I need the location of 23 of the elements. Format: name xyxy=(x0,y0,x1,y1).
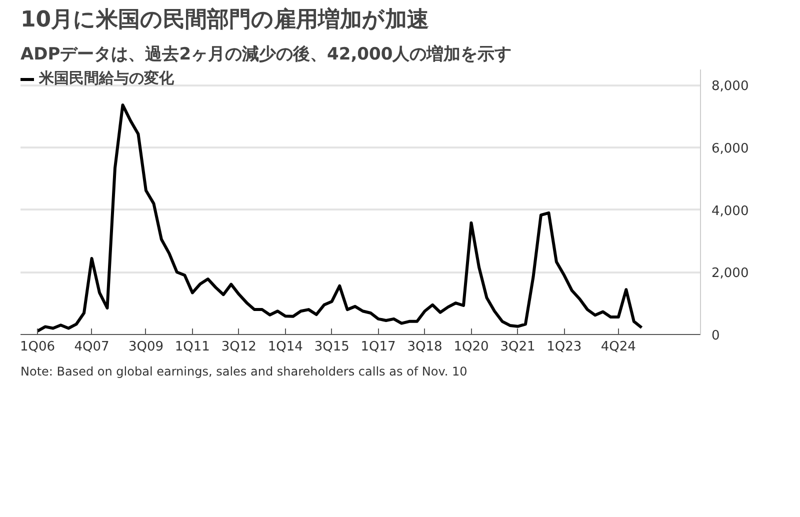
x-tick-label: 1Q17 xyxy=(360,340,396,354)
chart-title: 10月に米国の民間部門の雇用増加が加速 xyxy=(20,6,430,32)
y-tick-label: 0 xyxy=(712,328,720,344)
x-tick-label: 3Q12 xyxy=(221,340,256,354)
x-tick-label: 4Q07 xyxy=(74,340,110,354)
chart-subtitle: ADPデータは、過去2ヶ月の減少の後、42,000人の増加を示す xyxy=(20,44,512,64)
y-tick-label: 6,000 xyxy=(712,141,749,156)
x-tick-label: 3Q21 xyxy=(500,340,536,354)
y-tick-label: 2,000 xyxy=(712,266,749,282)
x-tick-label: 3Q18 xyxy=(407,340,442,354)
x-tick-label: 1Q23 xyxy=(546,340,582,354)
x-tick-label: 1Q06 xyxy=(20,340,56,354)
text: Note: Based on global earnings, sales and shareholders calls as of Nov. 10 xyxy=(20,364,468,378)
x-tick-label: 4Q24 xyxy=(600,340,636,354)
y-tick-label: 4,000 xyxy=(712,204,749,219)
x-tick-label: 1Q11 xyxy=(174,340,210,354)
y-tick-label: 8,000 xyxy=(712,79,749,94)
x-tick-label: 1Q14 xyxy=(268,340,303,354)
x-tick-label: 3Q09 xyxy=(128,340,164,354)
x-tick-label: 1Q20 xyxy=(454,340,489,354)
line-series xyxy=(36,104,644,333)
legend-label: 米国民間給与の変化 xyxy=(39,69,174,88)
x-tick-label: 3Q15 xyxy=(314,340,350,354)
